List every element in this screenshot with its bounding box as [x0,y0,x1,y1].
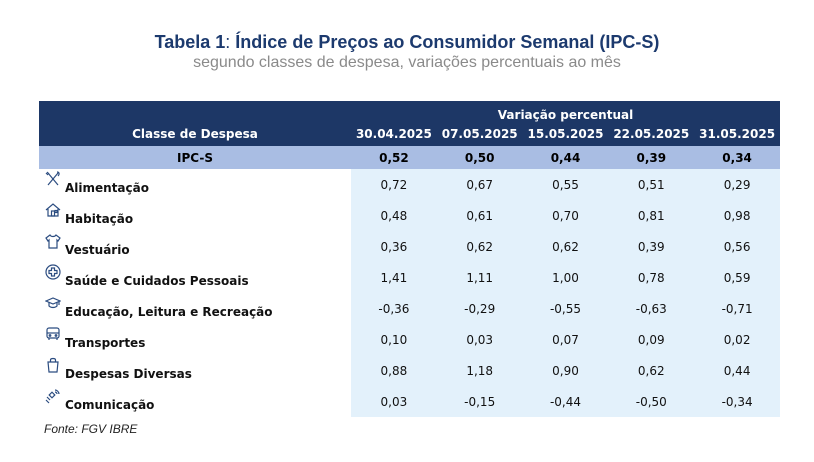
value-cell: 0,56 [694,231,781,262]
date-header: 30.04.2025 [351,122,437,146]
table-row: Saúde e Cuidados Pessoais 1,41 1,11 1,00… [39,262,781,293]
date-header: 07.05.2025 [436,122,523,146]
category-label: Alimentação [65,180,149,195]
summary-value: 0,34 [694,146,781,169]
value-cell: 0,48 [351,200,437,231]
summary-value: 0,44 [522,146,609,169]
value-cell: 0,61 [436,200,523,231]
category-header: Classe de Despesa [39,122,351,146]
value-cell: 0,62 [522,231,609,262]
table-row: Transportes 0,10 0,03 0,07 0,09 0,02 [39,324,781,355]
shirt-icon [45,233,61,249]
table-title-separator: : [225,32,231,52]
value-cell: 1,41 [351,262,437,293]
category-label: Despesas Diversas [65,366,192,381]
value-cell: 0,78 [608,262,695,293]
table-title-prefix: Tabela 1 [154,32,226,52]
value-cell: 0,98 [694,200,781,231]
value-cell: 0,70 [522,200,609,231]
satellite-icon [45,388,61,404]
value-cell: 0,09 [608,324,695,355]
bus-icon [45,326,61,342]
source-note: Fonte: FGV IBRE [44,422,138,436]
category-cell: Habitação [39,200,351,231]
category-cell: Alimentação [39,169,351,200]
value-cell: 1,11 [436,262,523,293]
category-cell: Vestuário [39,231,351,262]
table-row: Educação, Leitura e Recreação -0,36 -0,2… [39,293,781,324]
value-cell: -0,29 [436,293,523,324]
table-row: Alimentação 0,72 0,67 0,55 0,51 0,29 [39,169,781,200]
table-row: Comunicação 0,03 -0,15 -0,44 -0,50 -0,34 [39,386,781,417]
value-cell: 0,07 [522,324,609,355]
value-cell: 0,02 [694,324,781,355]
value-cell: 0,51 [608,169,695,200]
value-cell: 0,29 [694,169,781,200]
value-cell: 0,03 [436,324,523,355]
shopping-bag-icon [45,357,61,373]
health-cross-icon [45,263,61,280]
table-subtitle: segundo classes de despesa, variações pe… [193,54,621,71]
summary-value: 0,50 [436,146,523,169]
value-cell: -0,71 [694,293,781,324]
table-row: Vestuário 0,36 0,62 0,62 0,39 0,56 [39,231,781,262]
value-cell: -0,55 [522,293,609,324]
value-cell: 0,72 [351,169,437,200]
value-cell: 1,00 [522,262,609,293]
table-title-main: Índice de Preços ao Consumidor Semanal (… [230,32,660,52]
value-cell: 0,55 [522,169,609,200]
value-cell: 0,10 [351,324,437,355]
category-label: Educação, Leitura e Recreação [65,304,273,319]
value-cell: 0,44 [694,355,781,386]
category-cell: Despesas Diversas [39,355,351,386]
category-cell: Saúde e Cuidados Pessoais [39,262,351,293]
value-cell: -0,50 [608,386,695,417]
value-cell: 0,36 [351,231,437,262]
value-cell: 0,62 [436,231,523,262]
category-label: Comunicação [65,397,155,412]
value-cell: 0,81 [608,200,695,231]
date-header: 22.05.2025 [608,122,695,146]
table-title: Tabela 1: Índice de Preços ao Consumidor… [0,32,814,53]
value-cell: -0,15 [436,386,523,417]
value-cell: -0,44 [522,386,609,417]
graduation-cap-icon [44,295,62,311]
value-cell: -0,36 [351,293,437,324]
value-cell: 0,90 [522,355,609,386]
value-cell: 0,03 [351,386,437,417]
value-cell: 0,39 [608,231,695,262]
category-cell: Transportes [39,324,351,355]
summary-row: IPC-S 0,52 0,50 0,44 0,39 0,34 [39,146,781,169]
table-row: Despesas Diversas 0,88 1,18 0,90 0,62 0,… [39,355,781,386]
value-cell: 1,18 [436,355,523,386]
date-header: 31.05.2025 [694,122,781,146]
category-label: Saúde e Cuidados Pessoais [65,273,249,288]
group-header: Variação percentual [351,101,781,122]
value-cell: 0,59 [694,262,781,293]
utensils-icon [45,170,61,187]
category-label: Habitação [65,211,134,226]
value-cell: 0,62 [608,355,695,386]
header-blank [39,101,351,122]
category-cell: Comunicação [39,386,351,417]
ipcs-table: Variação percentual Classe de Despesa 30… [39,101,781,417]
value-cell: 0,88 [351,355,437,386]
value-cell: -0,63 [608,293,695,324]
category-label: Transportes [65,335,146,350]
summary-value: 0,52 [351,146,437,169]
category-label: Vestuário [65,242,130,257]
value-cell: -0,34 [694,386,781,417]
summary-value: 0,39 [608,146,695,169]
table-row: Habitação 0,48 0,61 0,70 0,81 0,98 [39,200,781,231]
value-cell: 0,67 [436,169,523,200]
date-header: 15.05.2025 [522,122,609,146]
category-cell: Educação, Leitura e Recreação [39,293,351,324]
house-icon [45,202,61,218]
summary-label: IPC-S [39,146,351,169]
